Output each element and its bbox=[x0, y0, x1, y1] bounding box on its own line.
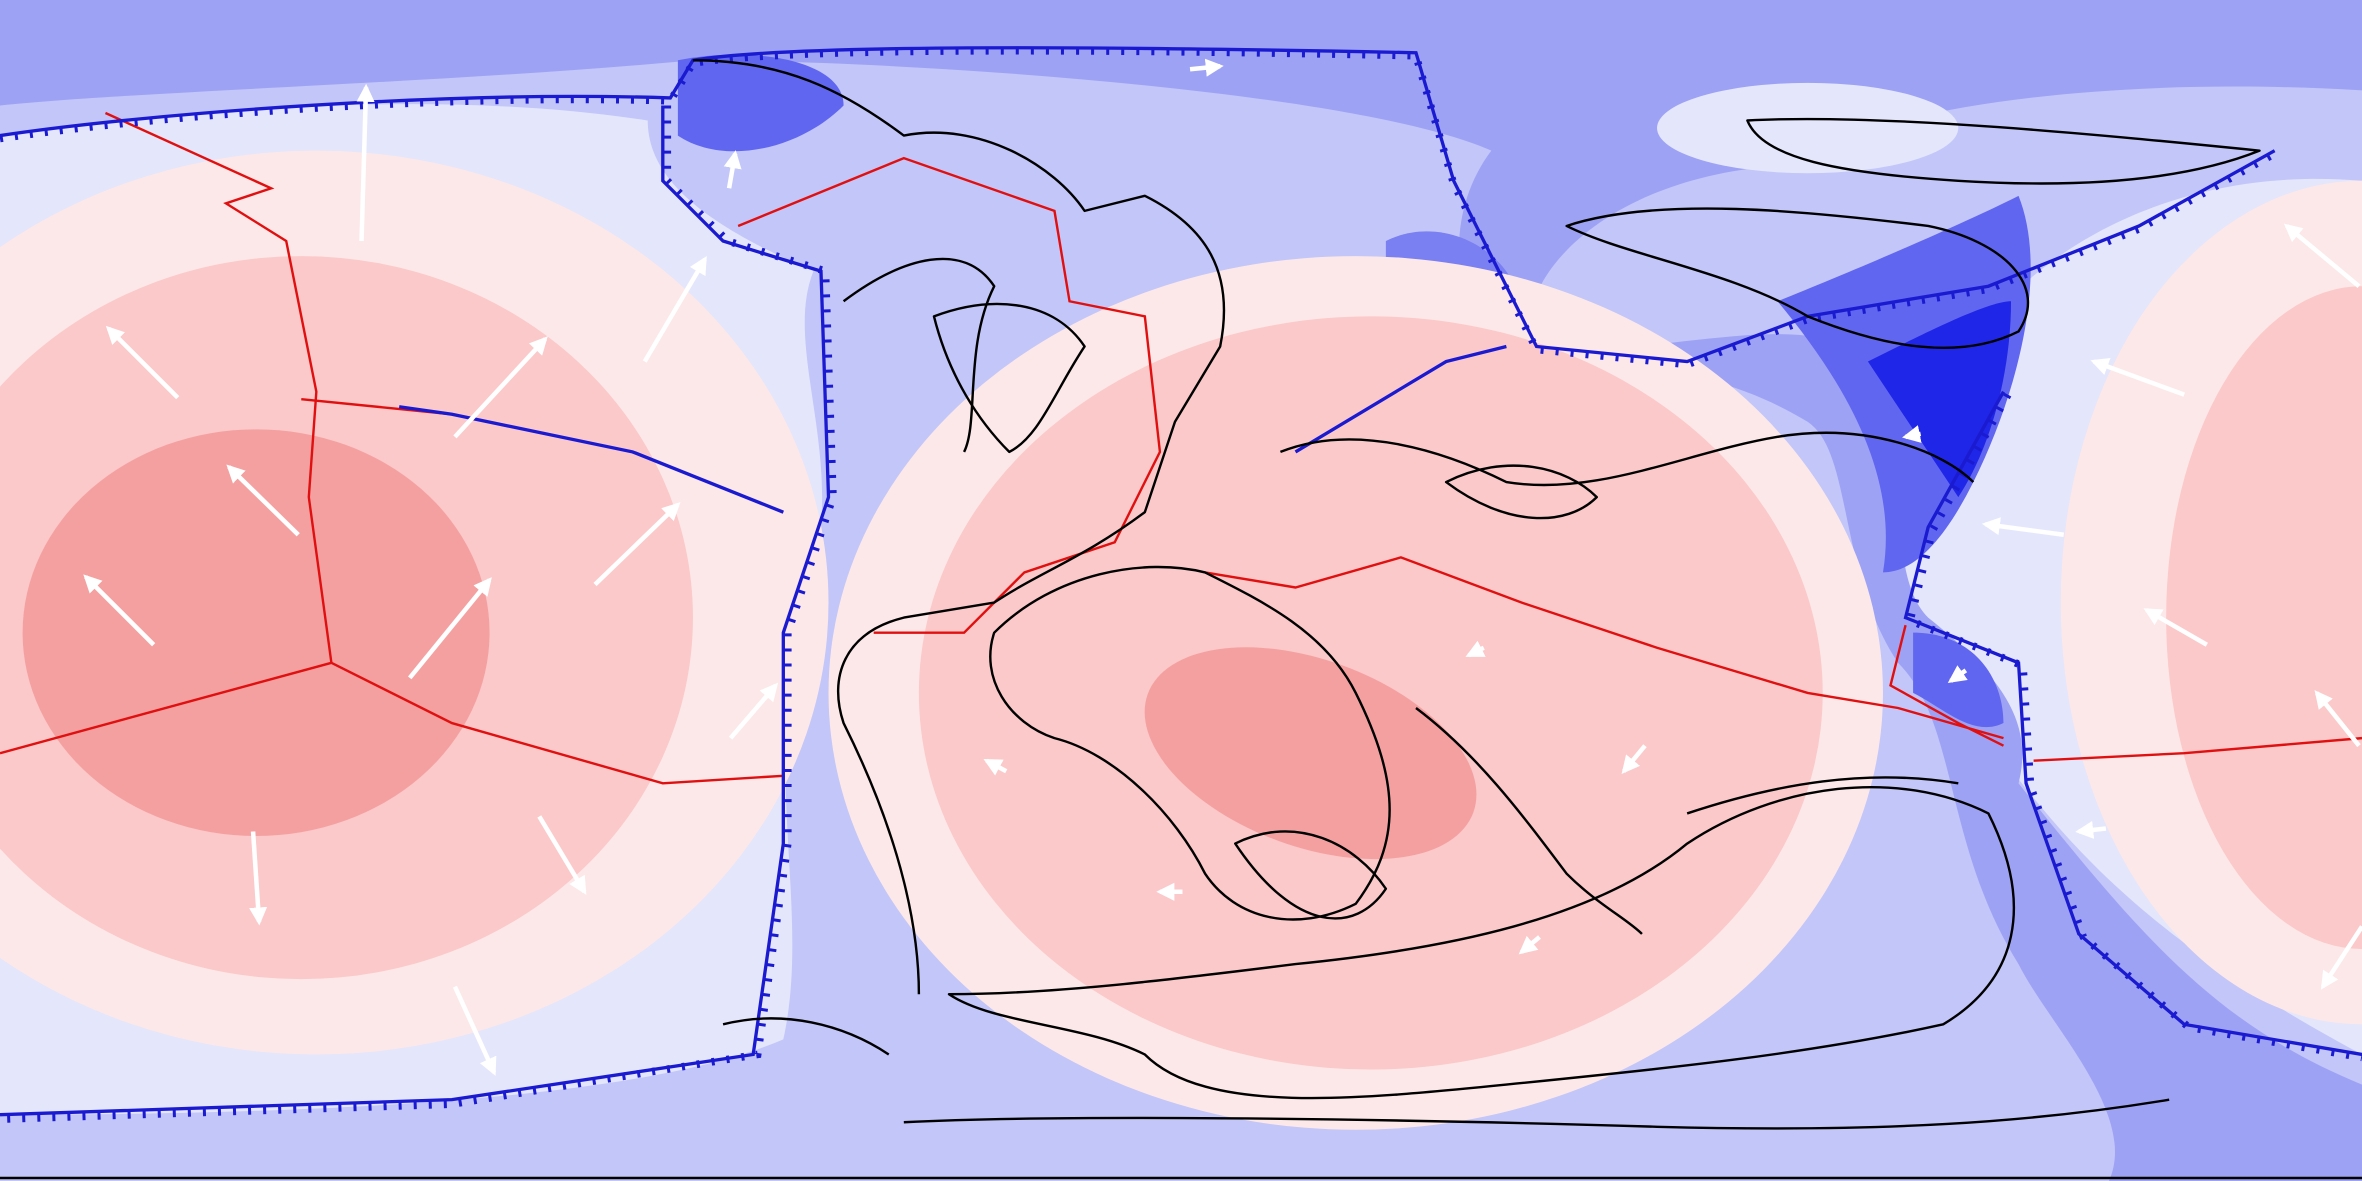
subduction-line bbox=[398, 405, 784, 514]
arrow bbox=[226, 464, 300, 537]
arrow bbox=[723, 150, 742, 189]
ridge bbox=[1204, 556, 2004, 740]
arrow bbox=[407, 577, 492, 680]
ridge bbox=[1889, 624, 2005, 747]
subduction-zones bbox=[0, 46, 2362, 1124]
arrow bbox=[2314, 690, 2361, 748]
continent bbox=[1444, 464, 1598, 520]
arrow bbox=[2283, 223, 2361, 288]
arrow bbox=[728, 682, 779, 740]
arrow bbox=[83, 574, 156, 647]
coastline bbox=[1279, 431, 1975, 487]
arrow bbox=[249, 831, 268, 926]
arrow bbox=[2075, 820, 2107, 839]
arrow bbox=[1902, 425, 1922, 443]
velocity-arrows bbox=[83, 58, 2362, 1076]
continent bbox=[1234, 830, 1388, 920]
arrow bbox=[983, 758, 1008, 776]
arrow bbox=[1981, 517, 2065, 538]
pink-2 bbox=[2166, 286, 2362, 949]
ridge bbox=[2033, 736, 2362, 762]
arrow bbox=[1189, 58, 1224, 77]
ridges bbox=[0, 111, 2362, 785]
continent bbox=[1746, 117, 2261, 185]
pink-3 bbox=[1144, 647, 1477, 860]
continent bbox=[947, 786, 2015, 1100]
ridge bbox=[330, 661, 784, 785]
arrow bbox=[593, 502, 681, 587]
subduction-line bbox=[1903, 390, 2362, 1057]
arrow bbox=[1518, 935, 1541, 955]
coastlines bbox=[0, 59, 2362, 1180]
subduction-line bbox=[0, 46, 2276, 364]
arrow bbox=[537, 815, 587, 895]
coastline bbox=[692, 59, 1226, 995]
ridge bbox=[0, 111, 333, 755]
arrow bbox=[2143, 608, 2208, 647]
coastline bbox=[842, 257, 996, 453]
coastline bbox=[1686, 776, 1959, 815]
arrow bbox=[2320, 925, 2362, 990]
subduction-line bbox=[0, 105, 831, 1117]
coastline bbox=[1415, 707, 1643, 935]
coastline bbox=[722, 1017, 2170, 1130]
arrow bbox=[1465, 640, 1486, 658]
light-patch bbox=[1657, 82, 1959, 174]
arrow bbox=[2090, 358, 2186, 397]
arrow bbox=[452, 985, 497, 1076]
pink-3 bbox=[22, 429, 490, 837]
arrow bbox=[105, 325, 180, 400]
subduction-line bbox=[1294, 344, 1507, 454]
continent bbox=[989, 565, 1391, 921]
continent bbox=[1565, 207, 2030, 350]
arrow bbox=[642, 255, 707, 363]
arrow bbox=[1621, 744, 1647, 775]
arrow bbox=[453, 336, 548, 439]
arrow bbox=[1947, 665, 1968, 683]
greenland bbox=[932, 302, 1086, 454]
arrow bbox=[356, 83, 375, 242]
